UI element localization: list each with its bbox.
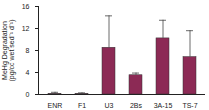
svg-text:TS-7: TS-7 bbox=[182, 102, 197, 109]
svg-text:F1: F1 bbox=[78, 102, 86, 109]
svg-text:U3: U3 bbox=[105, 102, 114, 109]
svg-text:8: 8 bbox=[26, 47, 30, 54]
svg-text:0: 0 bbox=[26, 91, 30, 98]
svg-text:4: 4 bbox=[26, 69, 30, 76]
svg-text:ENR: ENR bbox=[48, 102, 63, 109]
svg-text:3A-15: 3A-15 bbox=[154, 102, 173, 109]
svg-text:2Bs: 2Bs bbox=[130, 102, 143, 109]
svg-text:16: 16 bbox=[22, 3, 30, 10]
svg-text:MeHg Degradation(pg/cc wet sed: MeHg Degradation(pg/cc wet sed⁻¹ d⁻¹) bbox=[1, 20, 16, 82]
svg-text:12: 12 bbox=[22, 25, 30, 32]
